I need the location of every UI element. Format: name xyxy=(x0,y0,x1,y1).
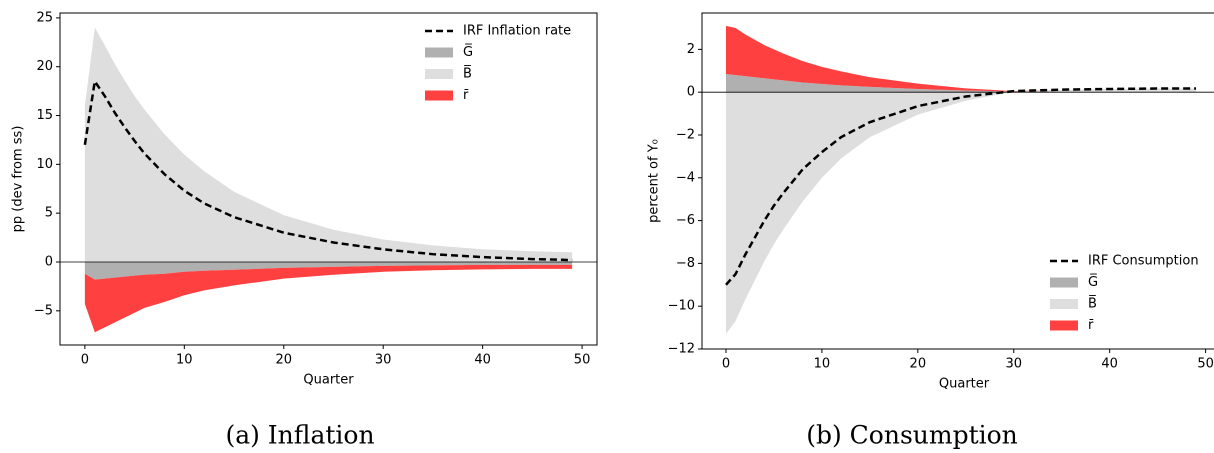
area xyxy=(725,73,1197,93)
legend-label: G̅ xyxy=(1088,274,1098,290)
y-tick-label: 20 xyxy=(36,59,53,74)
x-tick-label: 30 xyxy=(1005,357,1022,372)
x-tick-label: 30 xyxy=(375,353,392,368)
y-tick-label: −5 xyxy=(34,303,53,318)
legend-swatch xyxy=(1050,320,1078,331)
x-tick-label: 0 xyxy=(81,353,89,368)
y-tick-label: 25 xyxy=(36,10,53,25)
y-tick-label: −2 xyxy=(676,127,695,142)
y-tick-label: 0 xyxy=(687,85,695,100)
x-axis-label: Quarter xyxy=(303,373,354,388)
x-tick-label: 10 xyxy=(176,353,193,368)
axes-frame xyxy=(59,12,598,346)
plot-area xyxy=(702,25,1214,335)
area xyxy=(84,262,573,280)
x-tick-label: 50 xyxy=(574,353,591,368)
legend-swatch xyxy=(425,47,453,58)
legend-swatch xyxy=(1050,277,1078,288)
axes-frame xyxy=(701,12,1214,350)
irf-line xyxy=(83,78,573,262)
area xyxy=(84,27,573,262)
x-tick-label: 50 xyxy=(1197,357,1214,372)
x-axis-label: Quarter xyxy=(939,377,990,392)
legend-swatch xyxy=(425,90,453,101)
chart-panel: 0 10 20 30 40 50 −5 0 5 10 15 20 25 Quarter pp (dev fr… xyxy=(11,10,598,450)
y-tick-label: 0 xyxy=(45,255,53,270)
x-tick-label: 20 xyxy=(910,357,927,372)
legend-label: r̄ xyxy=(463,88,469,103)
x-tick-label: 20 xyxy=(275,353,292,368)
y-tick-label: 5 xyxy=(45,206,53,221)
y-tick-label: −10 xyxy=(668,299,695,314)
area xyxy=(725,25,1197,92)
x-tick-label: 40 xyxy=(1101,357,1118,372)
y-tick-label: −12 xyxy=(668,342,695,357)
legend-label: B̅ xyxy=(1088,295,1097,311)
y-tick-label: −4 xyxy=(676,170,695,185)
area xyxy=(84,264,573,333)
y-axis-label: percent of Y₀ xyxy=(647,139,662,223)
caption: (a) Inflation xyxy=(225,421,374,450)
legend-label: G̅ xyxy=(463,44,473,60)
legend-label: B̅ xyxy=(463,65,472,81)
y-tick-label: −6 xyxy=(676,213,695,228)
chart-panel: 0 10 20 30 40 50 −12 −10 −8 −6 −4 −2 0 2 Quarter percen… xyxy=(647,12,1214,450)
legend-swatch xyxy=(425,69,453,79)
legend-label: r̄ xyxy=(1088,318,1094,333)
plot-area xyxy=(60,27,597,333)
area xyxy=(725,88,1197,335)
legend-swatch xyxy=(1050,299,1078,309)
y-axis-label: pp (dev from ss) xyxy=(11,126,26,233)
x-tick-label: 0 xyxy=(722,357,730,372)
irf-line xyxy=(725,87,1197,286)
legend-label: IRF Consumption xyxy=(1088,254,1199,269)
legend-label: IRF Inflation rate xyxy=(463,24,571,39)
y-tick-label: 2 xyxy=(687,42,695,57)
y-tick-label: 15 xyxy=(36,108,53,123)
caption: (b) Consumption xyxy=(806,421,1018,450)
x-tick-label: 40 xyxy=(474,353,491,368)
y-tick-label: −8 xyxy=(676,256,695,271)
y-tick-label: 10 xyxy=(36,157,53,172)
x-tick-label: 10 xyxy=(814,357,831,372)
